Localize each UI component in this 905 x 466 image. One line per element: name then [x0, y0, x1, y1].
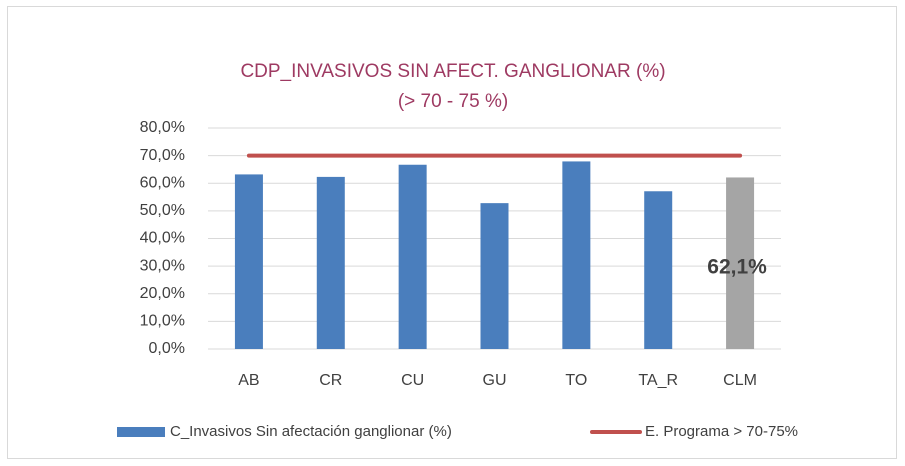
bar [234, 174, 263, 349]
y-tick-label: 0,0% [149, 340, 185, 357]
x-tick-label: GU [483, 372, 507, 389]
y-tick-label: 20,0% [140, 285, 185, 302]
bar [562, 161, 591, 349]
bar [398, 164, 427, 349]
y-tick-label: 60,0% [140, 174, 185, 191]
x-tick-label: CLM [723, 372, 757, 389]
chart-subtitle: (> 70 - 75 %) [398, 91, 508, 112]
y-tick-label: 80,0% [140, 119, 185, 136]
y-tick-label: 40,0% [140, 230, 185, 247]
x-tick-label: AB [238, 372, 259, 389]
x-tick-label: CR [319, 372, 342, 389]
data-label: 62,1% [707, 256, 767, 279]
legend-label: C_Invasivos Sin afectación ganglionar (%… [170, 423, 452, 440]
y-tick-label: 10,0% [140, 313, 185, 330]
x-tick-label: TA_R [638, 372, 678, 389]
y-tick-label: 70,0% [140, 147, 185, 164]
bar [644, 191, 673, 349]
y-tick-label: 50,0% [140, 202, 185, 219]
bar [480, 203, 509, 349]
x-tick-label: CU [401, 372, 424, 389]
x-tick-label: TO [565, 372, 587, 389]
bar [316, 176, 345, 349]
y-tick-label: 30,0% [140, 257, 185, 274]
bar [726, 177, 755, 349]
legend-label: E. Programa > 70-75% [645, 423, 798, 440]
chart-title: CDP_INVASIVOS SIN AFECT. GANGLIONAR (%) [240, 61, 665, 82]
legend-swatch [117, 427, 165, 437]
